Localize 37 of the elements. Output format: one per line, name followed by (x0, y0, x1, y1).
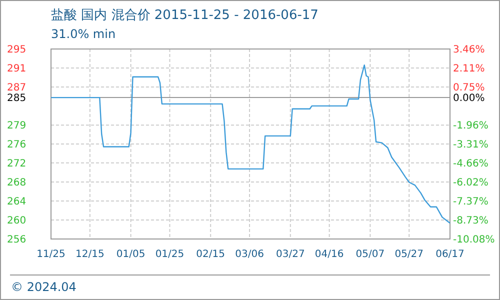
y-tick-label: 291 (7, 63, 26, 74)
y2-tick-label: -4.66% (453, 158, 488, 170)
y-tick-label: 295 (7, 44, 26, 56)
y-tick-label: 276 (7, 139, 26, 150)
x-tick-label: 03/27 (276, 249, 305, 260)
y-tick-label: 264 (7, 196, 26, 208)
y2-tick-label: -8.73% (453, 216, 488, 227)
y2-tick-label: 0.00% (453, 93, 485, 104)
x-tick-label: 04/16 (314, 249, 344, 260)
y2-tick-label: -6.02% (453, 178, 488, 189)
y2-tick-label: 2.11% (453, 63, 485, 74)
y2-tick-label: -10.08% (453, 234, 495, 246)
y2-tick-label: 0.75% (453, 82, 485, 94)
x-tick-label: 12/15 (76, 249, 104, 260)
y-tick-label: 285 (7, 93, 26, 104)
y-tick-label: 268 (7, 178, 26, 189)
x-tick-label: 05/07 (356, 249, 385, 260)
y2-tick-label: 3.46% (453, 44, 485, 56)
x-tick-label: 01/25 (155, 249, 184, 260)
y2-tick-label: -7.37% (453, 196, 488, 208)
y2-tick-label: -3.31% (453, 140, 488, 150)
y2-tick-label: -1.96% (453, 120, 488, 132)
y-tick-label: 256 (7, 234, 26, 246)
x-tick-label: 03/06 (235, 249, 264, 260)
x-tick-label: 01/05 (116, 249, 146, 260)
x-tick-label: 05/27 (394, 249, 424, 260)
y-tick-label: 279 (7, 120, 26, 132)
text: © 2024.04 (11, 280, 76, 294)
y-tick-label: 287 (7, 82, 26, 94)
chart-subtitle: 31.0% min (51, 27, 116, 41)
x-tick-label: 11/25 (36, 249, 66, 260)
x-tick-label: 06/17 (436, 249, 464, 260)
y-tick-label: 260 (7, 216, 26, 227)
y-tick-label: 272 (7, 158, 26, 170)
x-tick-label: 02/15 (196, 249, 226, 260)
line-series (50, 64, 451, 224)
chart-title: 盐酸 国内 混合价 2015-11-25 - 2016-06-17 (51, 8, 318, 23)
